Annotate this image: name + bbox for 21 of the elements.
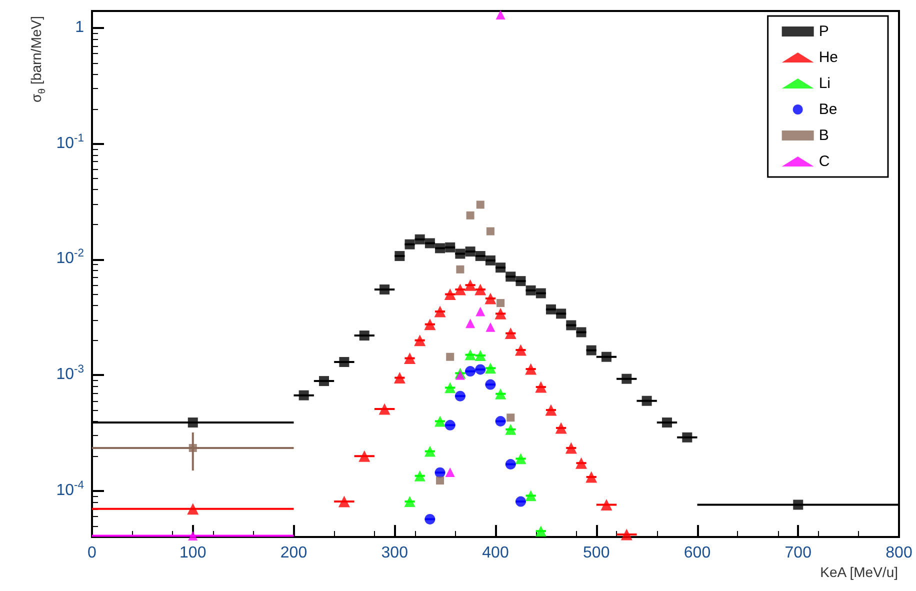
legend-label: B (818, 127, 829, 144)
x-tick-label: 0 (88, 544, 97, 562)
legend-label: P (818, 23, 829, 40)
x-tick-label: 400 (482, 544, 509, 562)
y-tick-label: 10$^{-4}$ (56, 480, 84, 500)
legend-label: Li (818, 75, 831, 92)
x-tick-label: 200 (280, 544, 308, 562)
y-tick-label: 1 (75, 18, 84, 37)
x-tick-label: 300 (381, 544, 408, 562)
x-tick-label: 600 (684, 544, 711, 562)
y-tick-label: 10$^{-1}$ (56, 132, 84, 153)
legend-label: Be (818, 101, 838, 118)
x-tick-label: 700 (784, 544, 812, 562)
x-tick-label: 800 (886, 544, 912, 562)
x-tick-label: 500 (583, 544, 610, 562)
y-tick-label: 10$^{-2}$ (56, 248, 84, 268)
x-tick-label: 100 (180, 544, 206, 562)
legend-label: He (818, 49, 838, 66)
x-axis-title: KeA [MeV/u] (820, 564, 898, 580)
legend-label: C (818, 153, 830, 170)
y-tick-label: 10$^{-3}$ (56, 364, 84, 384)
